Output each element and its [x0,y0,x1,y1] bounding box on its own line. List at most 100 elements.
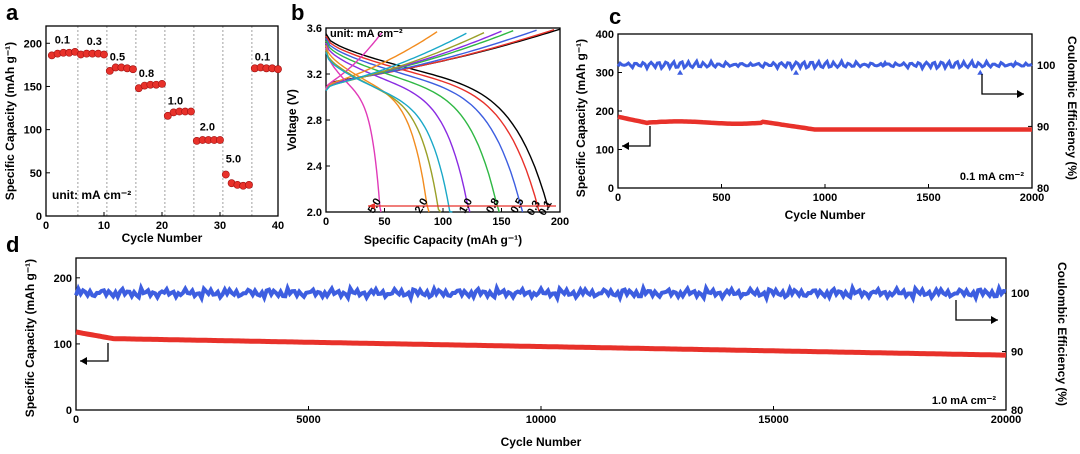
chart-a-ylabel: Specific Capacity (mAh g⁻¹) [3,42,17,200]
chart-b-discharge-curve [325,47,382,213]
chart-b-xlabel: Specific Capacity (mAh g⁻¹) [364,233,522,247]
chart-d-xtick-label: 10000 [526,414,557,426]
chart-c-right-arrow [981,74,1024,95]
chart-a-ytick-label: 0 [36,211,42,223]
chart-b-discharge-curve [325,42,471,213]
chart-a-rate-label: 0.8 [139,68,154,80]
chart-b-ytick-label: 2.4 [307,161,323,173]
chart-c-ytick-label: 0 [608,183,614,195]
chart-d-y2tick-label: 90 [1011,347,1023,359]
chart-c-ce-marker [677,69,684,75]
panel-letter-c: c [609,4,621,29]
chart-a-xlabel: Cycle Number [122,231,203,245]
chart-a-ytick-label: 50 [30,168,42,180]
chart-a-rate-label: 0.5 [110,52,125,64]
chart-a-point [245,181,253,189]
chart-b-ytick-label: 3.6 [307,23,322,35]
chart-a-xtick-label: 40 [272,220,284,232]
chart-d-right-arrowhead [991,316,998,324]
chart-a-point [105,67,114,75]
chart-b-discharge-curve [325,45,430,213]
chart-c-xtick-label: 1000 [813,192,837,204]
chart-a-point [216,136,224,144]
chart-b-xtick-label: 50 [378,216,390,228]
chart-c-ytick-label: 100 [596,145,614,157]
chart-c-xlabel: Cycle Number [785,208,866,222]
chart-a-xtick-label: 30 [214,220,226,232]
chart-b-direction-arrowhead [368,203,375,209]
chart-c-ce-series [616,57,1033,72]
chart-c-left-arrowhead [622,142,629,150]
chart-d-right-arrow [955,300,998,321]
panel-letter-d: d [6,232,19,257]
chart-a-ytick-label: 150 [24,81,42,93]
chart-c-ce-marker [722,59,729,65]
chart-b-ytick-label: 2.0 [307,207,322,219]
chart-d-capacity-series [75,329,1006,358]
chart-a-rate-label: 0.1 [255,52,270,64]
chart-d-xtick-label: 0 [73,414,79,426]
chart-d-ce-series [74,282,1007,305]
chart-a-xtick-label: 0 [43,220,49,232]
chart-c-ce-marker [977,69,984,75]
chart-a-point [129,65,137,74]
chart-d-frame [75,257,1007,411]
chart-c-left-arrow [622,126,651,147]
chart-b-xtick-label: 100 [434,216,452,228]
chart-d-left-arrowhead [80,357,87,365]
chart-a-rate-label: 0.3 [87,36,102,48]
panel-letter-b: b [291,0,304,25]
chart-a: 0 10 20 30 40 0 50 100 150 200 0.1 0.3 0.5 0.8 1.0 2.0… [3,25,284,245]
chart-a-rate-label: 1.0 [168,96,183,108]
chart-d-annotation: 1.0 mA cm⁻² [932,395,996,407]
chart-a-point [100,50,108,59]
chart-a-unit-label: unit: mA cm⁻² [52,188,131,202]
chart-c-xtick-label: 0 [615,192,621,204]
chart-d-ytick-label: 0 [66,405,72,417]
chart-b-ytick-label: 3.2 [307,69,322,81]
chart-d: 0 5000 10000 15000 20000 0 100 200 80 90 100 1.0 m… [23,257,1069,449]
chart-a-xtick-label: 10 [98,220,110,232]
chart-a-ytick-label: 200 [24,38,42,50]
chart-c-capacity-series [617,114,1032,132]
chart-d-xtick-label: 15000 [758,414,789,426]
chart-c-xtick-label: 2000 [1020,192,1044,204]
chart-d-xtick-label: 20000 [991,414,1022,426]
chart-d-y2tick-label: 100 [1011,288,1029,300]
chart-c-annotation: 0.1 mA cm⁻² [960,171,1024,183]
chart-c-right-arrowhead [1017,90,1024,98]
chart-a-xtick-label: 20 [156,220,168,232]
chart-d-ytick-label: 100 [54,339,72,351]
chart-b-unit-label: unit: mA cm⁻² [330,28,403,40]
chart-b-charge-curve [325,32,467,92]
chart-a-point [274,65,282,74]
chart-b-xtick-label: 0 [323,216,329,228]
chart-c-xtick-label: 1500 [916,192,940,204]
chart-a-rate-label: 0.1 [55,34,70,46]
chart-b-discharge-curve [325,51,453,213]
chart-b-charge-curve [325,31,383,90]
chart-c-ytick-label: 200 [596,106,614,118]
chart-c-y2tick-label: 80 [1037,183,1049,195]
panel-letter-a: a [6,0,19,25]
chart-c-ce-marker [793,69,800,75]
chart-c-xtick-label: 500 [712,192,730,204]
chart-c-ylabel: Specific Capacity (mAh g⁻¹) [574,39,588,197]
chart-d-ytick-label: 200 [54,273,72,285]
chart-c: 0 500 1000 1500 2000 0 100 200 300 400 80 90 100 0.1… [574,29,1079,222]
chart-a-point [158,79,166,88]
chart-c-ce-marker [1012,59,1019,65]
chart-c-ytick-label: 300 [596,68,614,80]
chart-a-point [187,107,195,116]
chart-d-xtick-label: 5000 [296,414,320,426]
chart-d-left-arrow [80,343,109,362]
chart-b-discharge-curve [325,40,500,213]
chart-c-frame [617,33,1033,189]
chart-c-ce-marker [882,59,889,65]
chart-d-y2tick-label: 80 [1011,405,1023,417]
chart-b-xtick-label: 200 [551,216,569,228]
chart-b-ylabel: Voltage (V) [285,89,299,151]
chart-d-ylabel: Specific Capacity (mAh g⁻¹) [23,259,37,417]
